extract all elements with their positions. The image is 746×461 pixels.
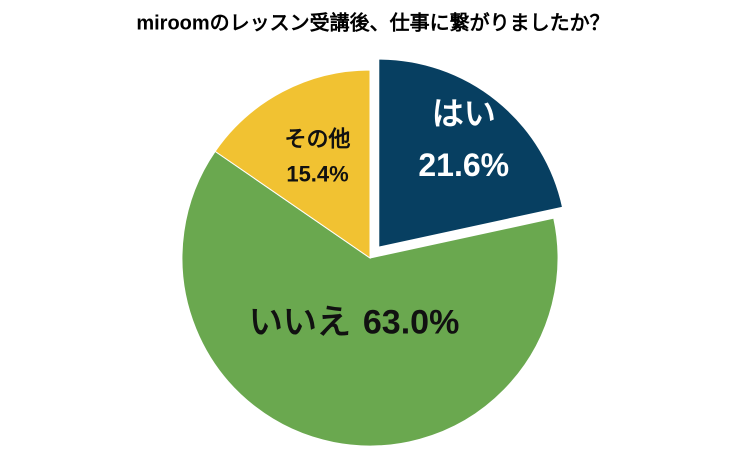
pie-slice — [378, 58, 564, 248]
value-label: 15.4% — [286, 162, 348, 187]
pie-slice — [181, 150, 559, 447]
value-label: 21.6% — [418, 147, 509, 183]
value-label: 63.0% — [363, 303, 459, 341]
slice-label: その他 — [285, 126, 351, 151]
pie-slice — [214, 69, 371, 259]
chart-title: miroomのレッスン受講後、仕事に繋がりましたか？ — [136, 10, 609, 34]
slice-label: はい — [432, 96, 496, 132]
slice-label: いいえ — [249, 303, 351, 341]
